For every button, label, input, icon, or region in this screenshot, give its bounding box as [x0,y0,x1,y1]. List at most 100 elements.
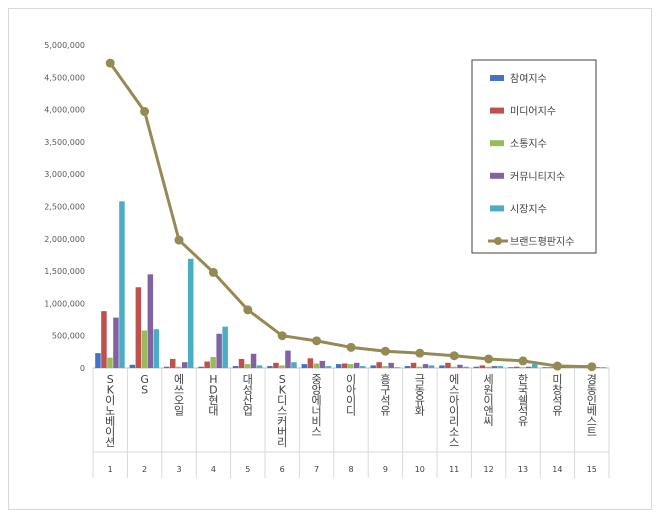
y-tick-label: 2,000,000 [44,235,85,244]
line-point [380,346,390,356]
bar [404,366,411,368]
bar [256,365,263,368]
x-rank-label: 9 [383,465,388,474]
x-rank-label: 11 [449,465,459,474]
x-rank-label: 4 [211,465,216,474]
line-series [105,58,597,372]
bar [182,362,188,368]
bar [388,362,394,368]
bar [273,362,279,368]
bar [422,364,429,368]
y-tick-label: 4,000,000 [44,106,85,115]
bar [153,329,160,368]
x-rank-label: 7 [314,465,319,474]
line-point [312,336,322,346]
legend-label: 브랜드평판지수 [510,236,574,248]
line-point [208,267,218,277]
bar [232,366,239,368]
bar [119,201,125,368]
bar [479,365,486,368]
legend-box [471,59,597,254]
bar [354,362,360,368]
bar [307,358,314,368]
bar [370,365,376,368]
bar [216,333,222,368]
line-point [552,361,562,371]
line-point [415,348,425,358]
bar [222,326,228,368]
bar [542,367,548,368]
bar [285,350,291,368]
bar [129,364,136,368]
x-rank-label: 2 [142,465,147,474]
bar [291,362,297,368]
line-point [105,58,115,68]
legend-label: 소통지수 [510,138,547,150]
bar [348,364,354,368]
bar [176,366,182,368]
legend-marker [494,237,502,245]
line-point [174,235,184,245]
x-rank-label: 13 [518,465,528,474]
line-point [587,362,597,372]
bar [336,364,342,368]
bar [410,362,417,368]
line-point [346,342,356,352]
bar [188,258,194,368]
legend-swatch [490,140,504,147]
bar [548,367,554,368]
bar [508,367,514,368]
bar [376,362,382,368]
bar [439,365,445,368]
bar [520,367,526,368]
x-axis: S K 이 노 베 이 션 1 G S 2 에 쓰 오 일 3 H D 현 대 4 대 성 산 업 5 S K 디 스 커 버 리 6 중 앙 에 너 비 스… [92,367,610,478]
x-rank-label: 8 [348,465,353,474]
bar [394,367,400,368]
bar [600,367,607,368]
line-point [140,107,150,117]
bar [204,361,210,368]
line-point [449,351,459,361]
y-tick-label: 5,000,000 [44,41,85,50]
bar [463,366,469,368]
bar [594,367,601,368]
bar [164,366,170,368]
y-tick-label: 500,000 [52,332,85,341]
x-rank-label: 5 [245,465,250,474]
bar [526,366,532,368]
bar [382,366,388,368]
x-rank-label: 14 [552,465,562,474]
x-rank-label: 3 [176,465,181,474]
x-rank-label: 10 [415,465,425,474]
x-rank-label: 6 [280,465,285,474]
y-tick-label: 1,500,000 [44,267,85,276]
bar [416,366,423,368]
line-point [518,356,528,366]
y-tick-label: 3,000,000 [44,170,85,179]
bar [342,363,348,368]
y-tick-label: 3,500,000 [44,138,85,147]
y-tick-label: 4,500,000 [44,73,85,82]
bar [497,366,504,368]
bar [107,357,113,368]
bar [279,365,285,368]
y-tick-label: 0 [80,364,85,373]
bar [485,366,492,368]
bar [267,366,273,368]
bar [514,366,520,368]
bar [147,274,154,368]
bar [301,364,308,368]
bar [95,353,101,368]
bar [170,358,176,368]
